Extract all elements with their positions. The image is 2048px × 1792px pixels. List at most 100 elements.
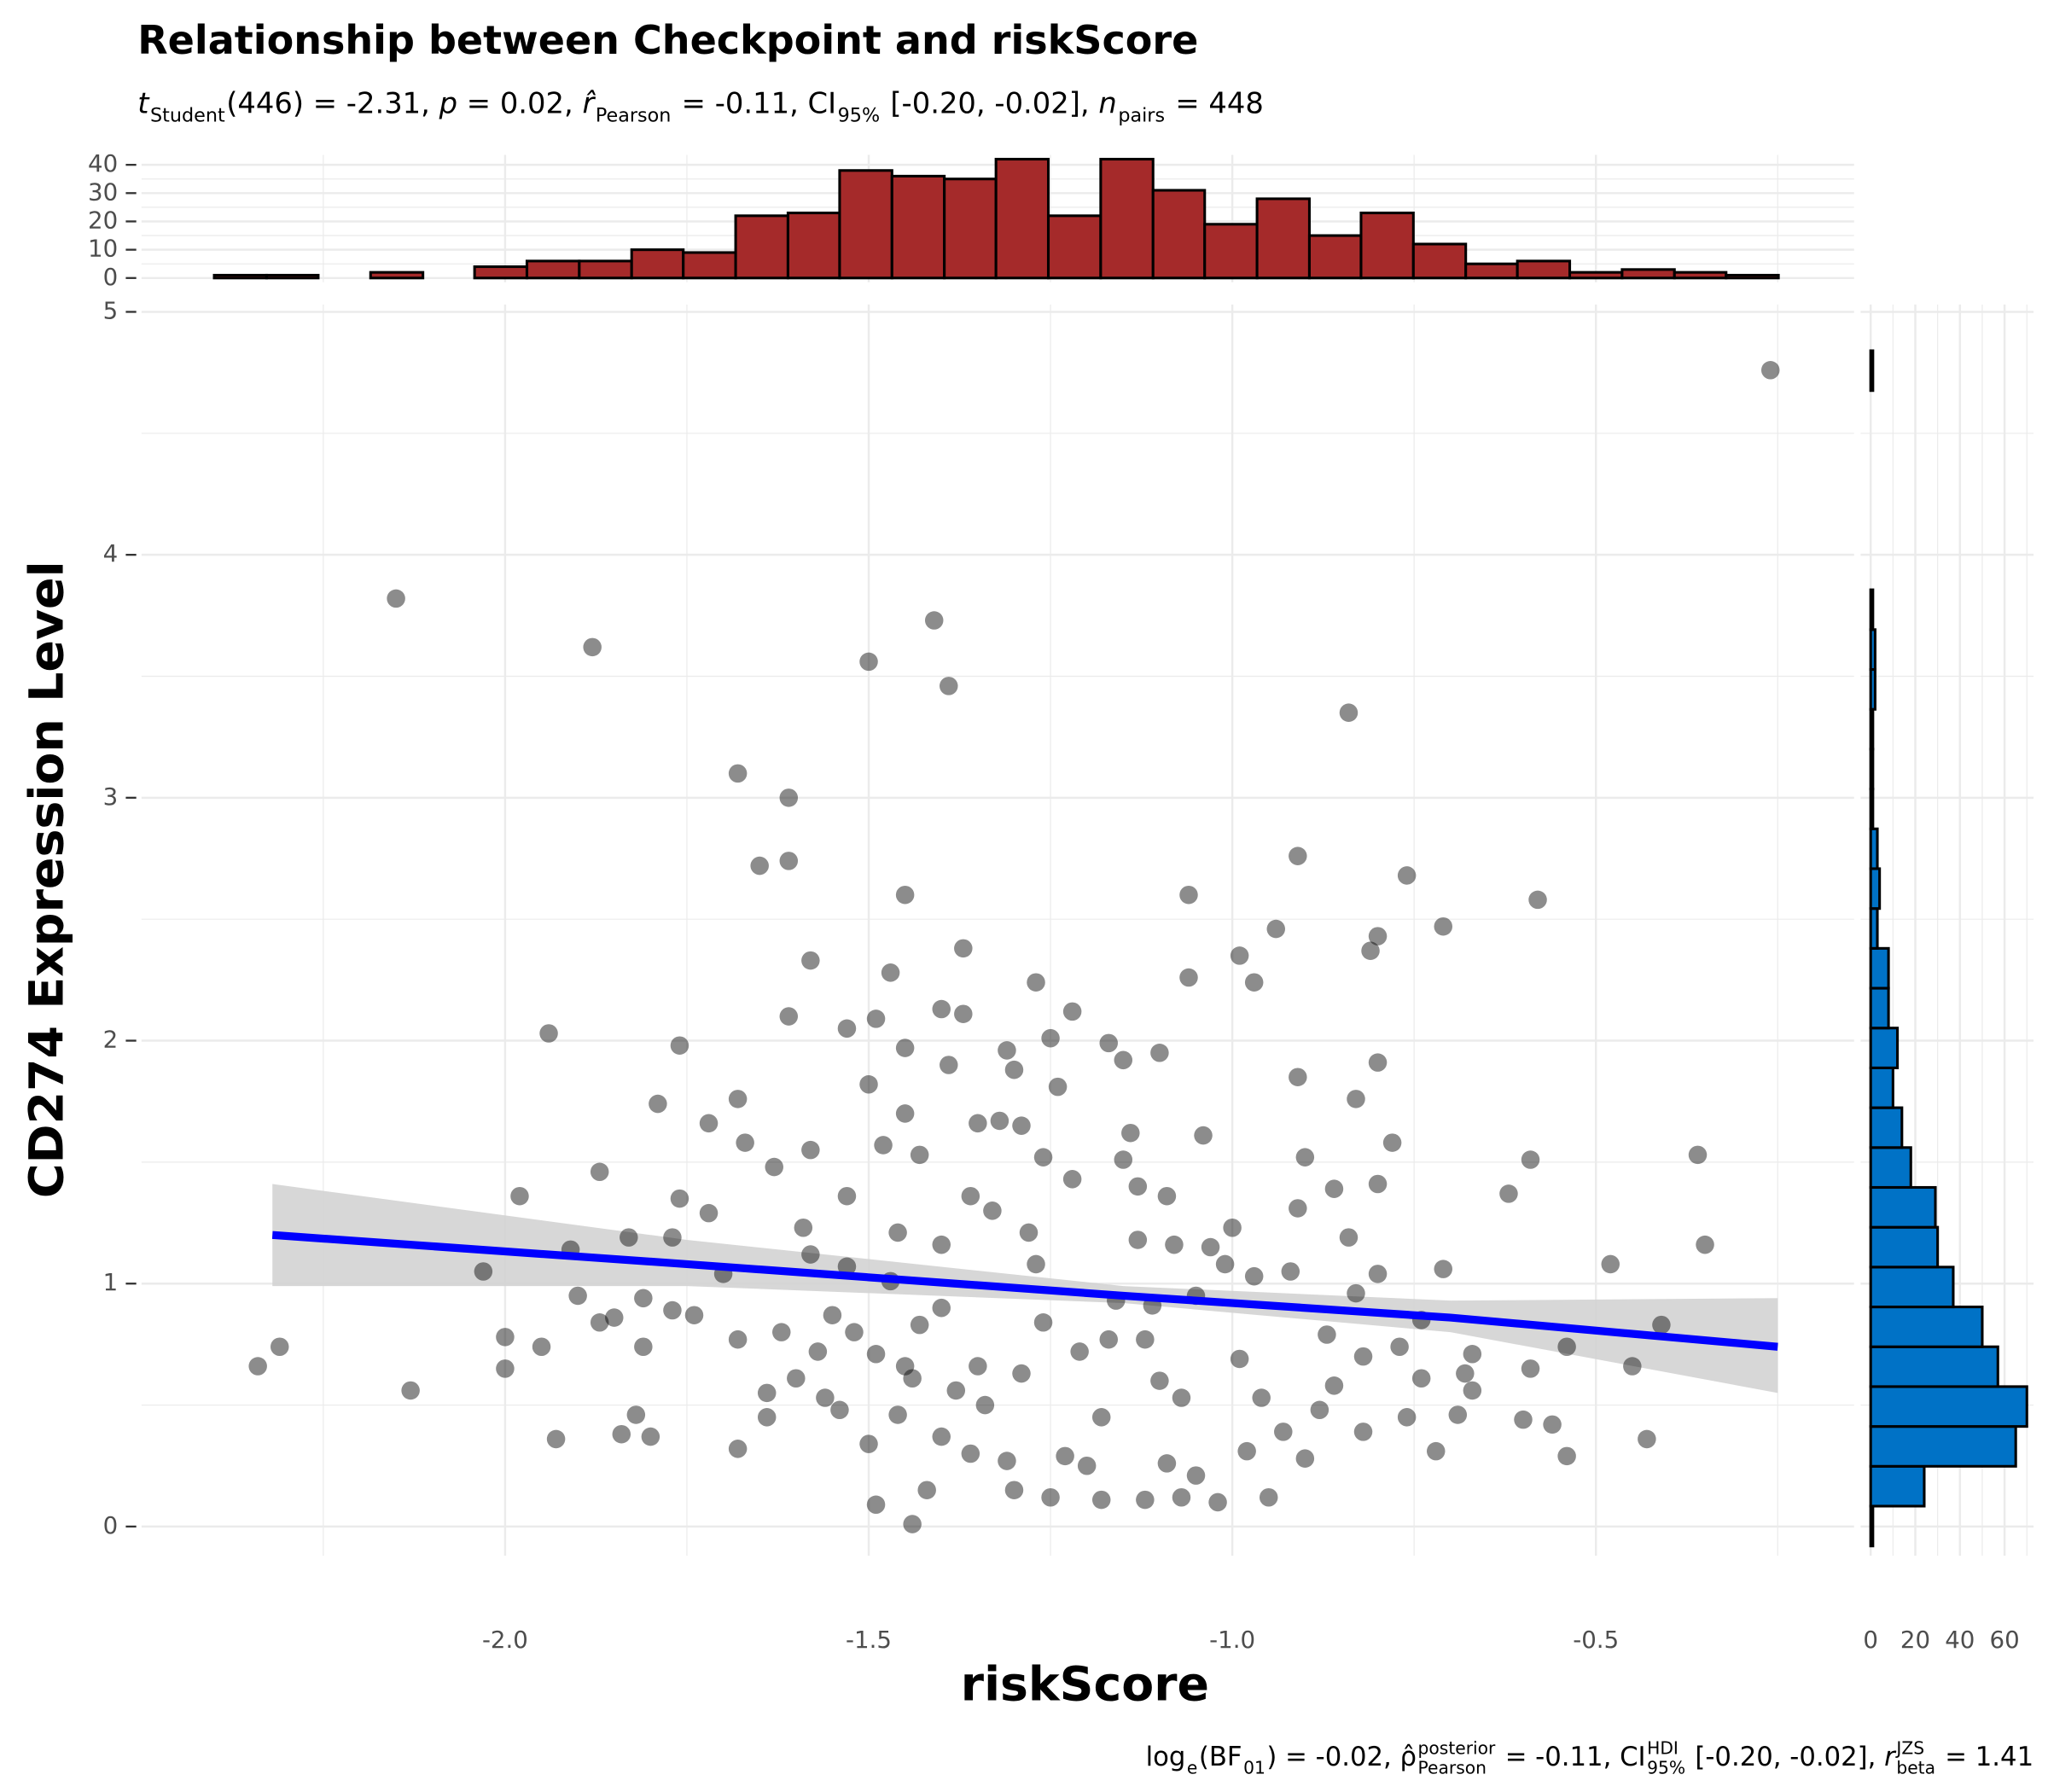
point xyxy=(1347,1283,1365,1303)
point xyxy=(1601,1254,1620,1274)
point xyxy=(626,1405,646,1424)
point xyxy=(1434,1260,1453,1278)
point xyxy=(248,1357,267,1376)
histogram-bar xyxy=(1516,259,1572,280)
histogram-bar xyxy=(525,259,581,280)
point xyxy=(1179,885,1198,905)
point xyxy=(859,1075,878,1094)
point xyxy=(837,1186,857,1206)
point xyxy=(1281,1262,1300,1281)
point xyxy=(1499,1184,1518,1203)
point xyxy=(1318,1325,1336,1344)
point xyxy=(1361,941,1380,960)
point xyxy=(779,1007,799,1026)
histogram-bar xyxy=(212,273,268,280)
point xyxy=(1244,1266,1264,1286)
point xyxy=(1434,916,1453,936)
point xyxy=(1463,1345,1482,1364)
point xyxy=(1019,1223,1039,1242)
point xyxy=(699,1114,719,1133)
point xyxy=(961,1186,980,1206)
x-tick-label: 0 xyxy=(1863,1626,1878,1654)
point xyxy=(736,1133,754,1152)
histogram-bar xyxy=(630,248,685,280)
point xyxy=(546,1429,566,1449)
point xyxy=(496,1328,515,1347)
point xyxy=(794,1218,813,1237)
point xyxy=(1521,1359,1540,1378)
superscript: posterior xyxy=(1418,1737,1497,1758)
point xyxy=(750,856,769,876)
point xyxy=(1062,1002,1082,1021)
y-tick-label: 0 xyxy=(103,263,119,291)
point xyxy=(1339,1228,1359,1247)
point xyxy=(1557,1446,1576,1466)
point xyxy=(932,1298,951,1318)
histogram-bar xyxy=(265,273,320,280)
point xyxy=(1368,927,1388,945)
y-tick-label: 10 xyxy=(88,235,118,263)
histogram-bar xyxy=(1869,986,1890,1030)
point xyxy=(1289,1199,1307,1218)
subscript: 95% xyxy=(1647,1757,1685,1777)
histogram-bar xyxy=(1046,214,1103,280)
point xyxy=(1368,1053,1388,1072)
point xyxy=(888,1405,907,1424)
subtitle: t Student (446) = -2.31, p = 0.02, r̂ Pears… xyxy=(137,86,1264,126)
point xyxy=(969,1114,987,1133)
point xyxy=(1230,1349,1249,1369)
point xyxy=(1012,1364,1031,1383)
point xyxy=(605,1308,624,1327)
point xyxy=(866,1345,886,1364)
point xyxy=(1136,1329,1155,1349)
superscript: JZS xyxy=(1894,1737,1924,1758)
point xyxy=(1033,1148,1053,1167)
text-segment: n xyxy=(1098,86,1116,119)
point xyxy=(1324,1179,1344,1198)
point xyxy=(1033,1313,1053,1332)
point xyxy=(1688,1145,1708,1165)
point xyxy=(1638,1429,1656,1449)
point xyxy=(387,589,405,608)
y-axis-label: CD274 Expression Level xyxy=(20,561,75,1198)
point xyxy=(903,1369,922,1388)
point xyxy=(1194,1126,1213,1145)
point xyxy=(1623,1357,1642,1376)
point xyxy=(1179,968,1198,987)
point xyxy=(1521,1150,1540,1169)
y-tick-label: 0 xyxy=(103,1511,119,1539)
point xyxy=(532,1337,551,1357)
histogram-bar xyxy=(1869,1066,1894,1109)
histogram-bar xyxy=(734,214,789,280)
point xyxy=(990,1111,1009,1131)
point xyxy=(1353,1423,1373,1441)
point xyxy=(787,1369,806,1388)
point xyxy=(946,1381,966,1400)
histogram-bar xyxy=(1869,628,1876,672)
histogram-bar xyxy=(1673,271,1728,280)
point xyxy=(881,963,900,982)
histogram-bar xyxy=(1869,867,1882,911)
point xyxy=(954,1004,973,1023)
x-tick-label: 40 xyxy=(1945,1626,1975,1654)
point xyxy=(1324,1376,1344,1395)
point xyxy=(1543,1415,1562,1434)
y-tick-label: 4 xyxy=(103,539,119,567)
text-segment: r xyxy=(1884,1742,1897,1772)
text-segment: (446) = -2.31, xyxy=(226,86,439,119)
point xyxy=(975,1395,995,1415)
histogram-bar xyxy=(1869,946,1890,990)
point xyxy=(845,1323,864,1341)
point xyxy=(649,1094,667,1114)
histogram-bar xyxy=(1568,271,1624,280)
histogram-bar xyxy=(1203,223,1259,280)
point xyxy=(801,1140,820,1160)
point xyxy=(634,1289,653,1308)
x-tick-label: 60 xyxy=(1990,1626,2020,1654)
histogram-bar xyxy=(1411,242,1468,280)
point xyxy=(1237,1441,1256,1461)
point xyxy=(816,1388,835,1407)
point xyxy=(1397,1408,1417,1427)
y-tick-label: 1 xyxy=(103,1268,119,1296)
point xyxy=(924,611,944,630)
